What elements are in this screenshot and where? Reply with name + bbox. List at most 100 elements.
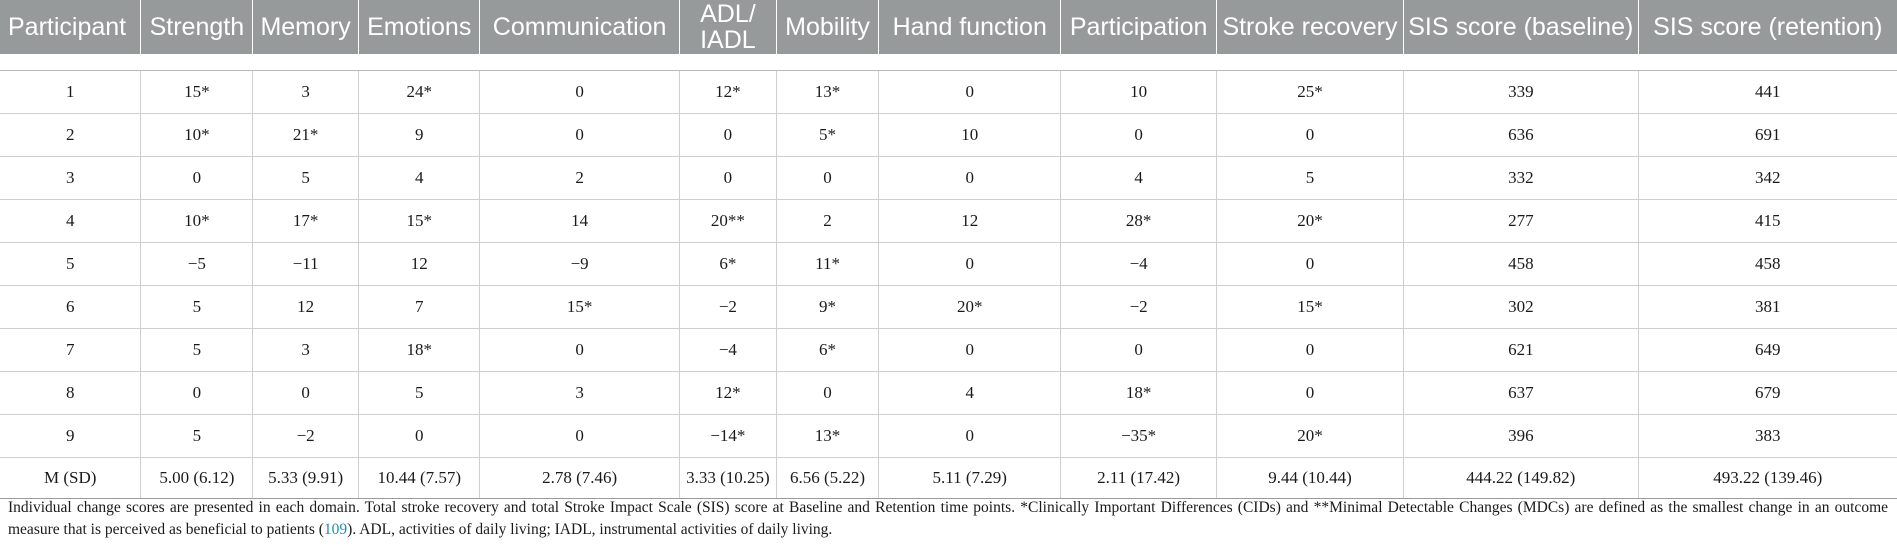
table-cell: 20* xyxy=(1216,414,1405,458)
table-cell: 6* xyxy=(679,242,778,286)
table-cell: 12 xyxy=(358,242,481,286)
table-row: 3 0 5 4 2 0 0 0 4 5 332 342 xyxy=(0,156,1897,200)
table-cell: 15* xyxy=(358,199,481,243)
column-header: Strength xyxy=(140,0,254,56)
table-cell: 4 xyxy=(358,156,481,200)
table-cell: 441 xyxy=(1638,70,1897,114)
table-cell: 25* xyxy=(1216,70,1405,114)
table-cell: 1 xyxy=(0,70,142,114)
table-cell: 0 xyxy=(1216,113,1405,157)
table-cell: 7 xyxy=(0,328,142,372)
table-cell: 10* xyxy=(140,113,254,157)
table-cell: 2 xyxy=(776,199,880,243)
summary-cell: M (SD) xyxy=(0,457,142,499)
footnote-text: Individual change scores are presented i… xyxy=(8,499,1888,538)
column-header: Participation xyxy=(1060,0,1217,56)
summary-cell: 10.44 (7.57) xyxy=(358,457,481,499)
table-cell: 381 xyxy=(1638,285,1897,329)
summary-cell: 2.78 (7.46) xyxy=(479,457,680,499)
table-cell: 9 xyxy=(0,414,142,458)
table-cell: 5 xyxy=(1216,156,1405,200)
table-cell: 458 xyxy=(1403,242,1639,286)
table-cell: 342 xyxy=(1638,156,1897,200)
table-cell: 12* xyxy=(679,70,778,114)
table-cell: 0 xyxy=(878,414,1062,458)
column-header: ADL/ IADL xyxy=(679,0,778,56)
table-cell: 396 xyxy=(1403,414,1639,458)
table-cell: 21* xyxy=(252,113,359,157)
reference-link[interactable]: 109 xyxy=(323,521,348,538)
table-row: 5 −5 −11 12 −9 6* 11* 0 −4 0 458 458 xyxy=(0,242,1897,286)
table-cell: 636 xyxy=(1403,113,1639,157)
table-cell: −4 xyxy=(679,328,778,372)
table-cell: 458 xyxy=(1638,242,1897,286)
table-cell: 0 xyxy=(252,371,359,415)
table-cell: 3 xyxy=(0,156,142,200)
table-cell: 0 xyxy=(140,156,254,200)
table-cell: 5 xyxy=(140,328,254,372)
column-header: Mobility xyxy=(776,0,880,56)
table-row: 7 5 3 18* 0 −4 6* 0 0 0 621 649 xyxy=(0,328,1897,372)
column-header: Emotions xyxy=(358,0,481,56)
column-header: Stroke recovery xyxy=(1216,0,1405,56)
table-cell: 332 xyxy=(1403,156,1639,200)
table-body: 1 15* 3 24* 0 12* 13* 0 10 25* 339 441 2 10* 21* 9 0 0 5* 1… xyxy=(0,70,1897,499)
summary-cell: 3.33 (10.25) xyxy=(679,457,778,499)
table-cell: 0 xyxy=(1216,242,1405,286)
footnote-text-end: ). ADL, activities of daily living; IADL… xyxy=(347,521,833,538)
table-cell: 0 xyxy=(679,113,778,157)
table-cell: −35* xyxy=(1060,414,1217,458)
summary-cell: 5.33 (9.91) xyxy=(252,457,359,499)
table-cell: −9 xyxy=(479,242,680,286)
table-header: Participant Strength Memory Emotions Communi… xyxy=(0,0,1897,71)
table-cell: 18* xyxy=(358,328,481,372)
table-cell: 10 xyxy=(878,113,1062,157)
table-cell: −11 xyxy=(252,242,359,286)
table-cell: −5 xyxy=(140,242,254,286)
table-cell: 0 xyxy=(479,113,680,157)
table-cell: 0 xyxy=(878,328,1062,372)
summary-cell: 493.22 (139.46) xyxy=(1638,457,1897,499)
table-cell: 3 xyxy=(252,328,359,372)
table-cell: 0 xyxy=(1216,371,1405,415)
table-cell: 0 xyxy=(878,70,1062,114)
table-cell: 0 xyxy=(1216,328,1405,372)
table-cell: 12 xyxy=(252,285,359,329)
table-cell: 20* xyxy=(1216,199,1405,243)
table-cell: 2 xyxy=(479,156,680,200)
table-cell: 13* xyxy=(776,70,880,114)
summary-cell: 2.11 (17.42) xyxy=(1060,457,1217,499)
table-cell: 3 xyxy=(252,70,359,114)
table-cell: 415 xyxy=(1638,199,1897,243)
table-cell: 679 xyxy=(1638,371,1897,415)
table-cell: 5* xyxy=(776,113,880,157)
table-cell: 2 xyxy=(0,113,142,157)
table-cell: 9* xyxy=(776,285,880,329)
table-cell: 12 xyxy=(878,199,1062,243)
table-cell: 15* xyxy=(479,285,680,329)
table-cell: 13* xyxy=(776,414,880,458)
table-cell: 691 xyxy=(1638,113,1897,157)
table-cell: 15* xyxy=(140,70,254,114)
table-cell: 5 xyxy=(140,285,254,329)
table-cell: 12* xyxy=(679,371,778,415)
table-cell: 14 xyxy=(479,199,680,243)
table-cell: 5 xyxy=(252,156,359,200)
table-cell: 0 xyxy=(1060,328,1217,372)
table-cell: 0 xyxy=(479,414,680,458)
table-cell: 0 xyxy=(776,371,880,415)
table-cell: 0 xyxy=(878,242,1062,286)
table-cell: 0 xyxy=(479,70,680,114)
table-cell: 5 xyxy=(358,371,481,415)
table-cell: 20** xyxy=(679,199,778,243)
summary-cell: 6.56 (5.22) xyxy=(776,457,880,499)
table-cell: 20* xyxy=(878,285,1062,329)
table-cell: 621 xyxy=(1403,328,1639,372)
table-cell: 15* xyxy=(1216,285,1405,329)
table-cell: 0 xyxy=(776,156,880,200)
table-cell: −2 xyxy=(1060,285,1217,329)
summary-cell: 5.00 (6.12) xyxy=(140,457,254,499)
table-cell: 4 xyxy=(1060,156,1217,200)
table-cell: −14* xyxy=(679,414,778,458)
summary-cell: 444.22 (149.82) xyxy=(1403,457,1639,499)
